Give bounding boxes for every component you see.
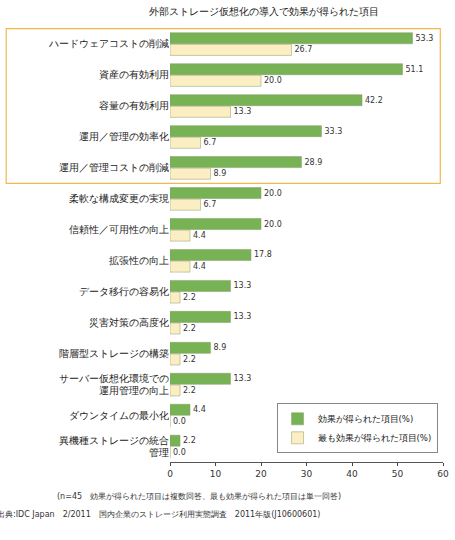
svg-text:40: 40: [346, 469, 358, 479]
svg-text:20.0: 20.0: [264, 189, 282, 198]
svg-text:13.3: 13.3: [234, 312, 252, 321]
svg-text:20.0: 20.0: [264, 76, 282, 85]
svg-text:50: 50: [392, 469, 404, 479]
svg-text:10: 10: [210, 469, 222, 479]
svg-text:42.2: 42.2: [365, 96, 383, 105]
svg-text:6.7: 6.7: [203, 200, 216, 209]
svg-text:ハードウェアコストの削減: ハードウェアコストの削減: [48, 38, 169, 49]
svg-text:0.0: 0.0: [173, 417, 186, 426]
svg-text:33.3: 33.3: [325, 127, 343, 136]
svg-text:2.2: 2.2: [183, 436, 196, 445]
svg-text:30: 30: [301, 469, 313, 479]
svg-text:13.3: 13.3: [234, 281, 252, 290]
svg-text:最も効果が得られた項目(%): 最も効果が得られた項目(%): [318, 433, 432, 443]
svg-text:6.7: 6.7: [203, 138, 216, 147]
svg-text:13.3: 13.3: [234, 107, 252, 116]
svg-text:4.4: 4.4: [193, 405, 206, 414]
svg-text:8.9: 8.9: [213, 343, 226, 352]
svg-text:20: 20: [255, 469, 267, 479]
svg-text:2.2: 2.2: [183, 293, 196, 302]
svg-text:資産の有効利用: 資産の有効利用: [99, 69, 169, 80]
svg-text:4.4: 4.4: [193, 262, 206, 271]
svg-text:災害対策の高度化: 災害対策の高度化: [89, 317, 169, 328]
svg-text:53.3: 53.3: [416, 34, 434, 43]
svg-text:効果が得られた項目(%): 効果が得られた項目(%): [318, 414, 414, 424]
svg-text:8.9: 8.9: [213, 169, 226, 178]
svg-text:外部ストレージ仮想化の導入で効果が得られた項目: 外部ストレージ仮想化の導入で効果が得られた項目: [149, 6, 379, 17]
svg-text:拡張性の向上: 拡張性の向上: [109, 255, 169, 266]
svg-text:柔軟な構成変更の実現: 柔軟な構成変更の実現: [69, 193, 169, 204]
svg-text:0.0: 0.0: [173, 448, 186, 457]
svg-text:運用／管理コストの削減: 運用／管理コストの削減: [59, 162, 169, 173]
svg-text:20.0: 20.0: [264, 220, 282, 229]
svg-text:2.2: 2.2: [183, 386, 196, 395]
svg-text:サーバー仮想化環境での運用管理の向上: サーバー仮想化環境での運用管理の向上: [59, 373, 169, 396]
svg-text:出典:IDC Japan 2/2011 国内企業のストレージ: 出典:IDC Japan 2/2011 国内企業のストレージ利用実態調査 201…: [0, 510, 320, 519]
svg-text:2.2: 2.2: [183, 324, 196, 333]
svg-text:信頼性／可用性の向上: 信頼性／可用性の向上: [69, 224, 169, 235]
svg-text:データ移行の容易化: データ移行の容易化: [79, 286, 169, 297]
svg-text:2.2: 2.2: [183, 355, 196, 364]
svg-text:0: 0: [167, 469, 173, 479]
svg-text:容量の有効利用: 容量の有効利用: [99, 100, 169, 111]
svg-text:13.3: 13.3: [234, 374, 252, 383]
svg-text:異機種ストレージの統合管理: 異機種ストレージの統合管理: [59, 435, 169, 458]
svg-text:4.4: 4.4: [193, 231, 206, 240]
svg-text:28.9: 28.9: [304, 158, 322, 167]
svg-text:運用／管理の効率化: 運用／管理の効率化: [79, 131, 169, 142]
svg-text:17.8: 17.8: [254, 250, 272, 259]
svg-text:階層型ストレージの構築: 階層型ストレージの構築: [59, 348, 169, 359]
svg-text:ダウンタイムの最小化: ダウンタイムの最小化: [69, 410, 169, 421]
svg-text:51.1: 51.1: [406, 65, 424, 74]
svg-text:(n=45 効果が得られた項目は複数回答、最も効果が得られた: (n=45 効果が得られた項目は複数回答、最も効果が得られた項目は単一回答): [57, 492, 341, 501]
svg-text:60: 60: [437, 469, 449, 479]
svg-text:26.7: 26.7: [294, 45, 312, 54]
